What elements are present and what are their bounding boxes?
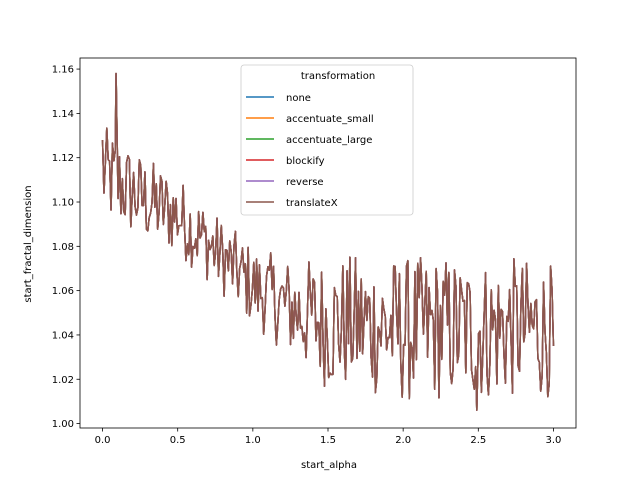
y-tick-label: 1.04 — [52, 330, 74, 341]
y-tick-label: 1.14 — [52, 109, 74, 120]
x-tick-label: 3.0 — [546, 435, 562, 446]
legend-label-accentuate-large: accentuate_large — [286, 135, 372, 146]
series-line-translateX — [101, 72, 555, 412]
axes: 0.0 0.5 1.0 1.5 2.0 2.5 3.0 1.00 1.02 1.04 1.06 1.0… — [52, 57, 577, 446]
plot-area — [101, 72, 555, 412]
x-tick-label: 2.5 — [470, 435, 486, 446]
y-tick-label: 1.10 — [52, 198, 74, 209]
y-tick-label: 1.00 — [52, 419, 74, 430]
x-tick-label: 0.0 — [95, 435, 111, 446]
legend: transformation none accentuate_smallaccent… — [240, 64, 414, 216]
x-axis-label: start_alpha — [301, 460, 357, 471]
x-tick-label: 1.0 — [245, 435, 261, 446]
legend-box — [240, 64, 414, 216]
legend-label-accentuate-small: accentuate_small — [286, 114, 374, 125]
y-tick-label: 1.08 — [52, 242, 74, 253]
y-axis-label: start_fractal_dimension — [23, 185, 34, 302]
legend-label-translateX: translateX — [286, 198, 338, 209]
x-tick-label: 2.0 — [395, 435, 411, 446]
y-tick-label: 1.12 — [52, 153, 74, 164]
legend-title: transformation — [301, 71, 375, 82]
y-tick-label: 1.16 — [52, 65, 74, 76]
legend-label-none: none — [286, 93, 311, 104]
y-tick-label: 1.06 — [52, 286, 74, 297]
x-tick-label: 0.5 — [170, 435, 186, 446]
legend-label-reverse: reverse — [286, 177, 324, 188]
x-tick-label: 1.5 — [320, 435, 336, 446]
legend-label-blockify: blockify — [286, 156, 325, 167]
y-tick-label: 1.02 — [52, 375, 74, 386]
